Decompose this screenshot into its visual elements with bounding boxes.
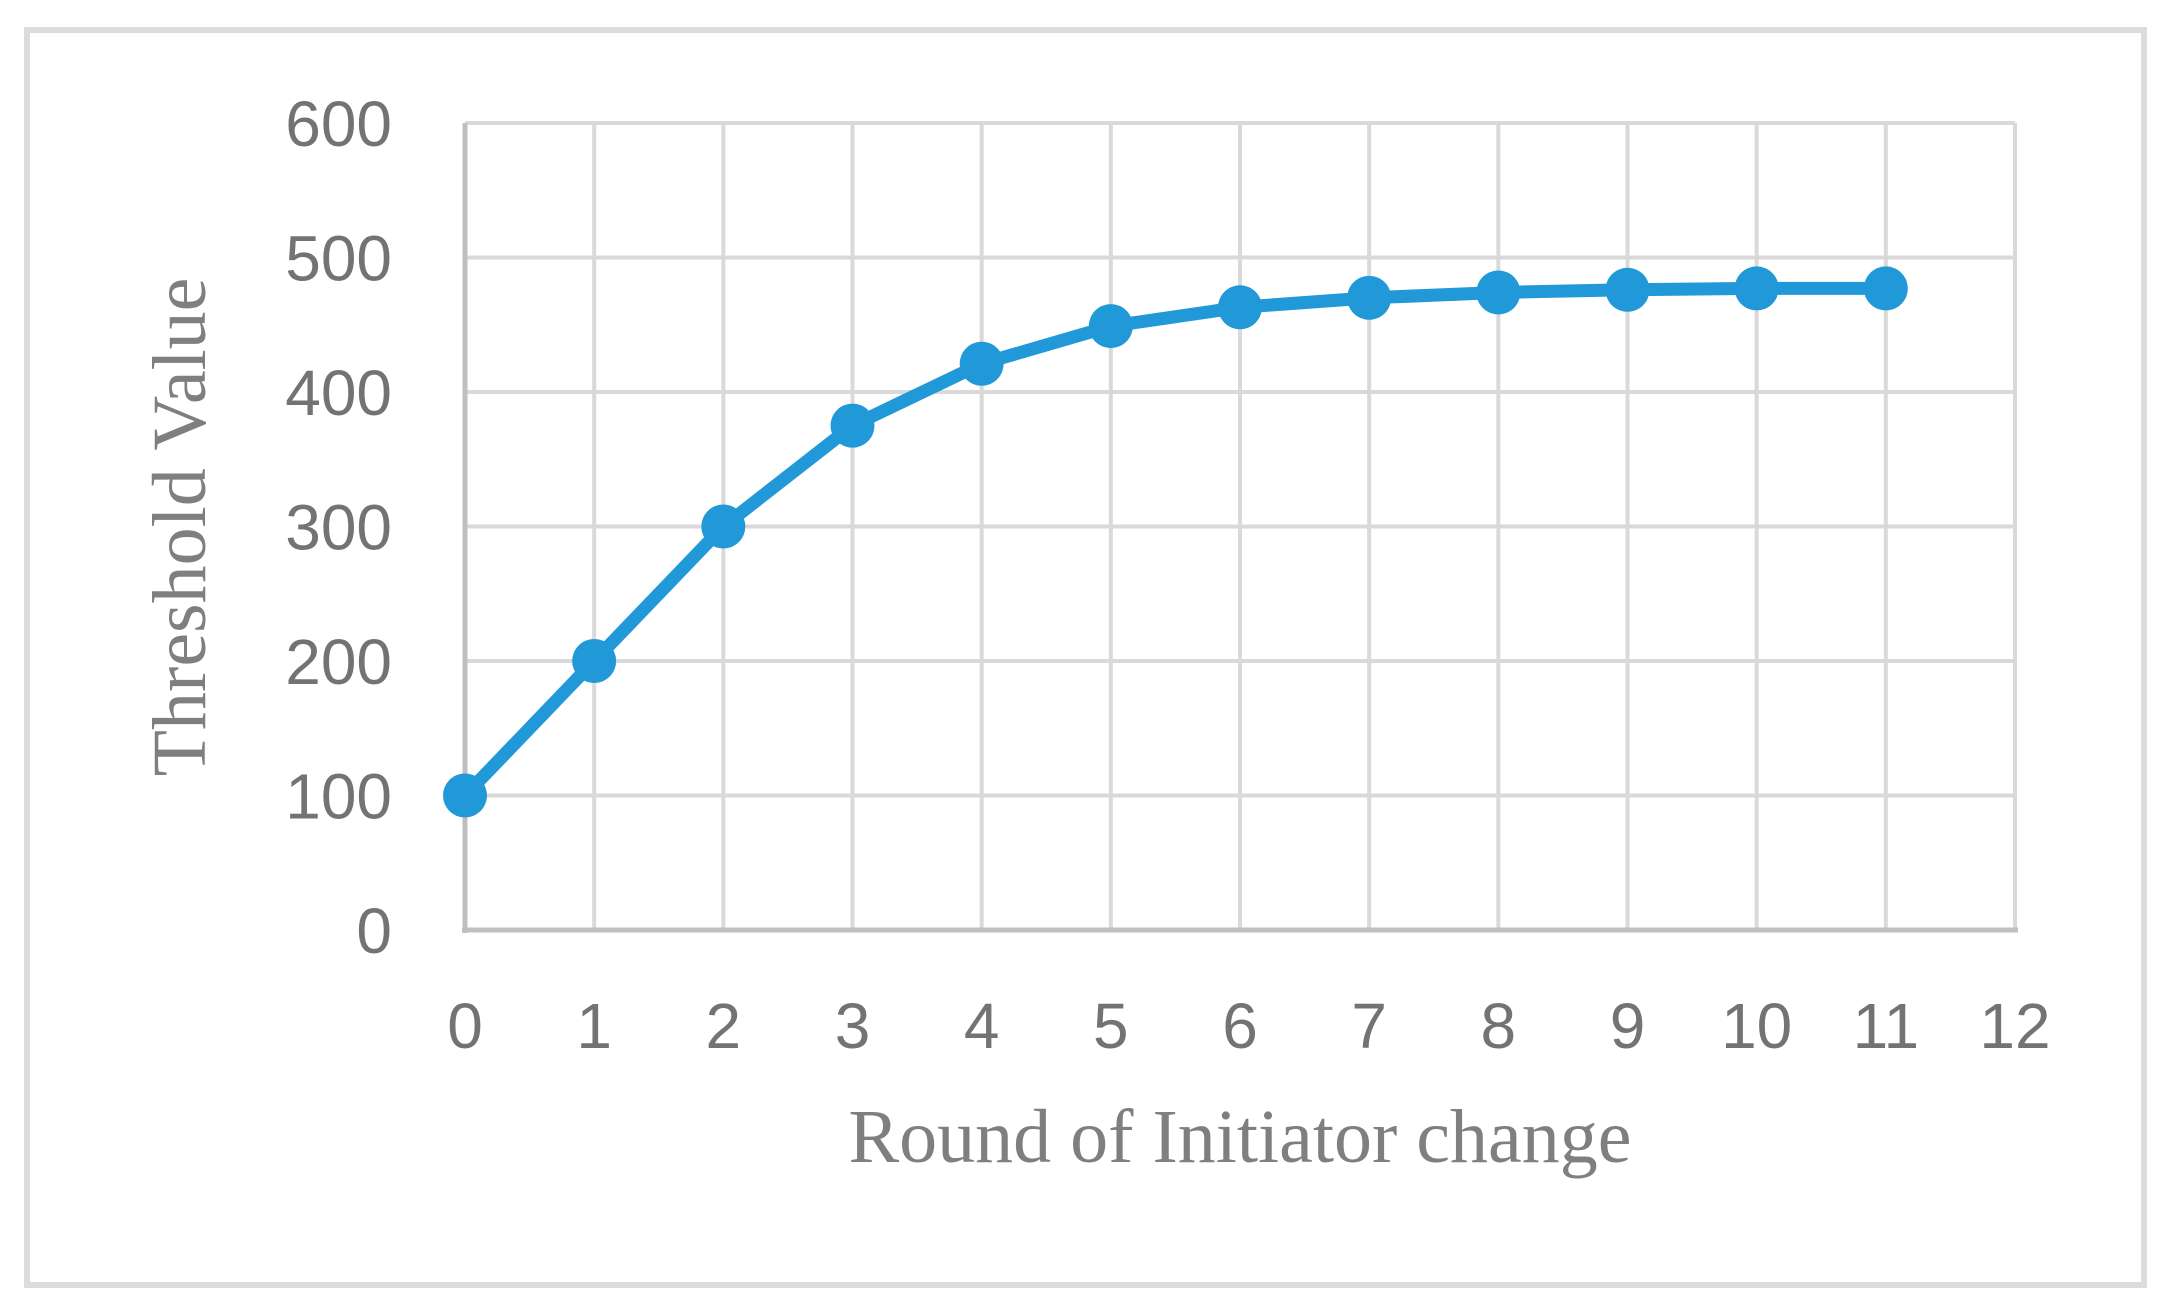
- x-tick-label: 11: [1853, 990, 1919, 1062]
- y-axis-title: Threshold Value: [138, 278, 222, 777]
- y-tick-label: 300: [285, 492, 392, 564]
- x-tick-label: 4: [964, 990, 1000, 1062]
- data-point-marker: [1347, 275, 1392, 320]
- data-point-marker: [572, 639, 617, 683]
- data-point-marker: [701, 504, 746, 549]
- data-point-marker: [830, 403, 875, 448]
- x-tick-label: 6: [1222, 990, 1258, 1062]
- gridlines: [465, 121, 2017, 930]
- x-tick-label: 8: [1481, 990, 1517, 1062]
- x-tick-label: 3: [835, 990, 871, 1062]
- y-tick-label: 500: [285, 223, 392, 295]
- data-point-marker: [1734, 266, 1779, 311]
- x-tick-label: 9: [1610, 990, 1646, 1062]
- x-tick-label: 12: [1979, 990, 2050, 1062]
- data-point-marker: [1605, 267, 1650, 312]
- y-tick-label: 600: [285, 88, 392, 160]
- data-point-marker: [443, 773, 487, 818]
- x-tick-label: 10: [1721, 990, 1792, 1062]
- x-tick-label: 5: [1093, 990, 1129, 1062]
- data-point-marker: [1863, 266, 1908, 311]
- x-tick-label: 1: [576, 990, 612, 1062]
- x-axis-title: Round of Initiator change: [848, 1095, 1631, 1179]
- series-group: [443, 266, 1908, 818]
- y-tick-label: 200: [285, 626, 392, 698]
- data-point-marker: [1088, 304, 1133, 349]
- data-point-marker: [1476, 270, 1521, 315]
- x-tick-label: 7: [1351, 990, 1387, 1062]
- y-tick-label: 400: [285, 357, 392, 429]
- data-point-marker: [1218, 285, 1262, 330]
- x-tick-label: 2: [706, 990, 742, 1062]
- y-tick-label: 100: [285, 761, 392, 833]
- figure-border: [24, 27, 2147, 1288]
- y-tick-label: 0: [356, 895, 392, 967]
- x-tick-label: 0: [447, 990, 483, 1062]
- data-point-marker: [959, 341, 1004, 386]
